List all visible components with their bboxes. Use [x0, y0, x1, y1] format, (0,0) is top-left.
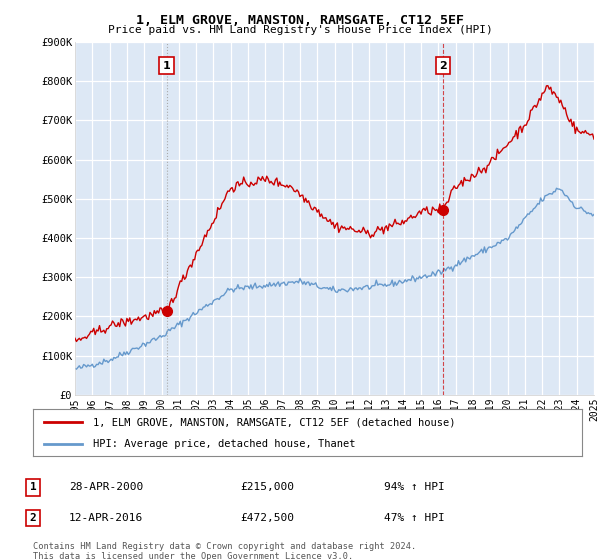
Text: 12-APR-2016: 12-APR-2016	[69, 513, 143, 523]
Text: Price paid vs. HM Land Registry's House Price Index (HPI): Price paid vs. HM Land Registry's House …	[107, 25, 493, 35]
Text: 94% ↑ HPI: 94% ↑ HPI	[384, 482, 445, 492]
Text: 1: 1	[163, 60, 170, 71]
Text: 47% ↑ HPI: 47% ↑ HPI	[384, 513, 445, 523]
Text: 1, ELM GROVE, MANSTON, RAMSGATE, CT12 5EF (detached house): 1, ELM GROVE, MANSTON, RAMSGATE, CT12 5E…	[94, 417, 456, 427]
Text: 2: 2	[439, 60, 447, 71]
Text: 1: 1	[29, 482, 37, 492]
Text: Contains HM Land Registry data © Crown copyright and database right 2024.
This d: Contains HM Land Registry data © Crown c…	[33, 542, 416, 560]
Text: 2: 2	[29, 513, 37, 523]
Text: £472,500: £472,500	[240, 513, 294, 523]
Text: HPI: Average price, detached house, Thanet: HPI: Average price, detached house, Than…	[94, 439, 356, 449]
Text: 28-APR-2000: 28-APR-2000	[69, 482, 143, 492]
Text: £215,000: £215,000	[240, 482, 294, 492]
Text: 1, ELM GROVE, MANSTON, RAMSGATE, CT12 5EF: 1, ELM GROVE, MANSTON, RAMSGATE, CT12 5E…	[136, 14, 464, 27]
